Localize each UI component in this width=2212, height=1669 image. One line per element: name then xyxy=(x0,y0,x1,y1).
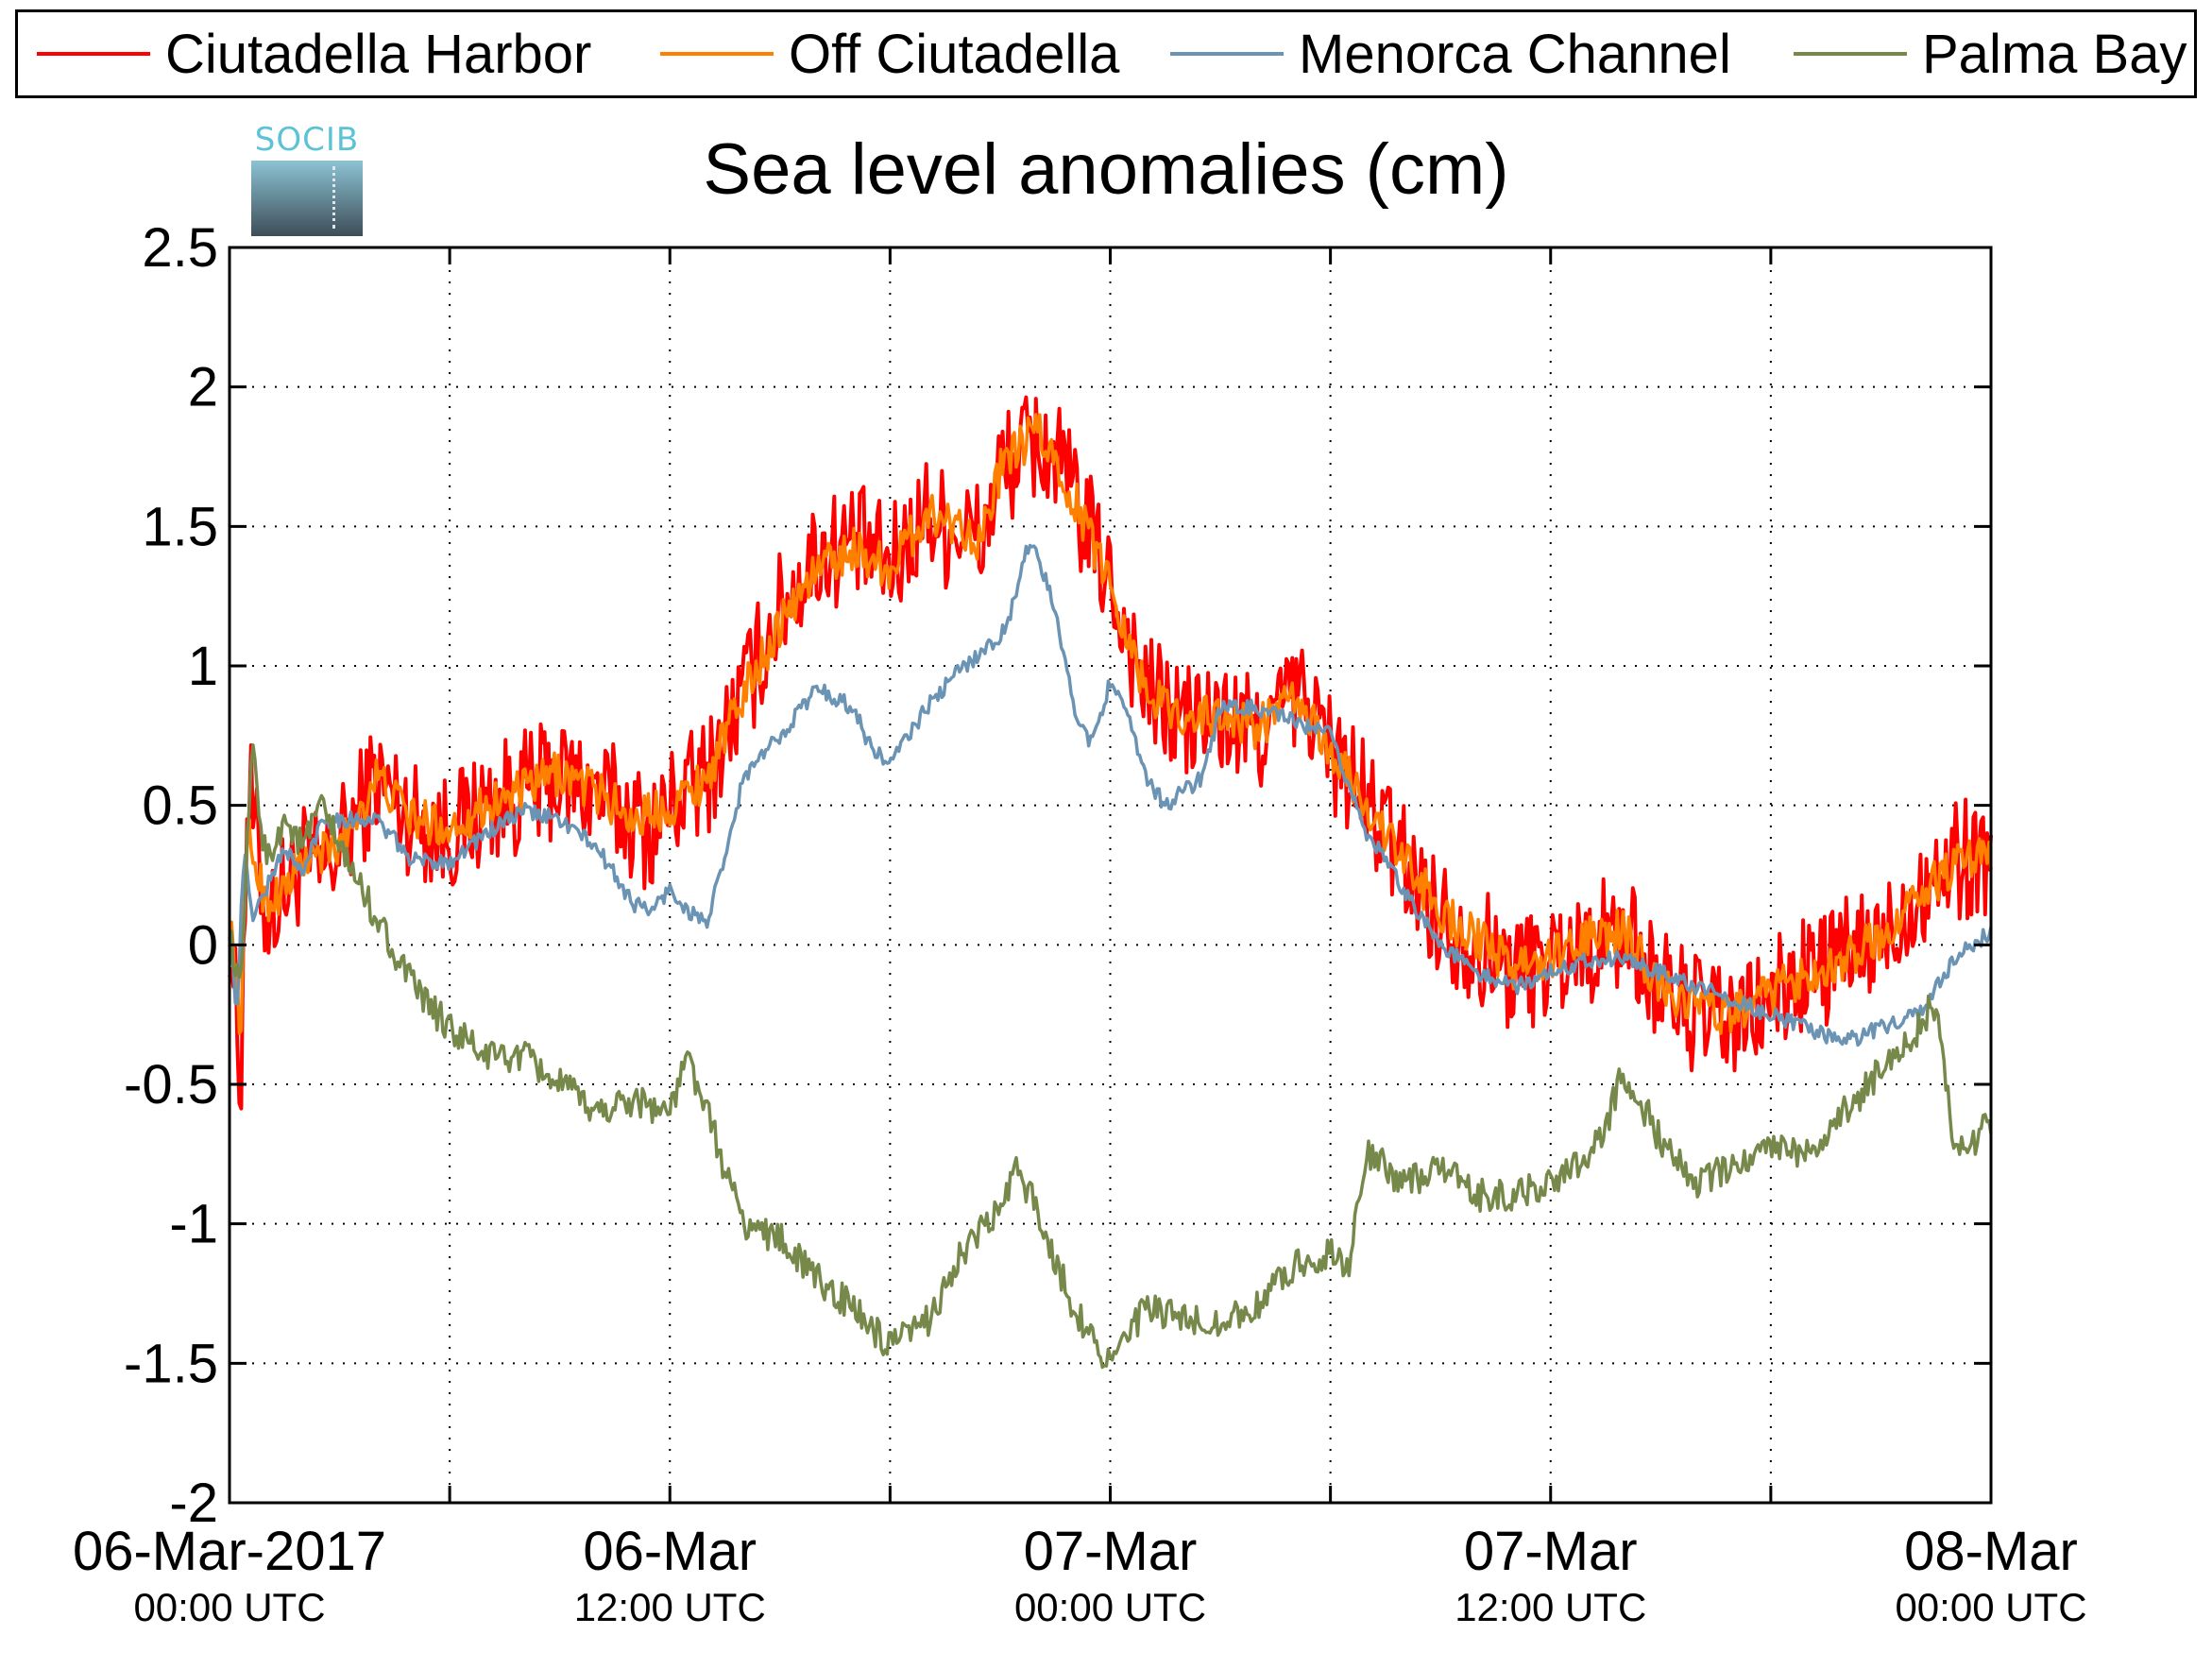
logo-text: SOCIB xyxy=(254,121,360,159)
y-tick-label: 2.5 xyxy=(142,217,218,279)
legend-label: Off Ciutadella xyxy=(789,23,1120,85)
x-tick-label-date: 06-Mar-2017 xyxy=(73,1521,386,1582)
x-tick-label-time: 12:00 UTC xyxy=(574,1585,766,1629)
series-line-menorca-channel xyxy=(228,543,1993,1047)
series-line-off-ciutadella xyxy=(228,413,1993,1035)
y-tick-label: 1 xyxy=(188,636,218,697)
legend-swatch xyxy=(1170,52,1284,56)
legend-item-palma-bay: Palma Bay xyxy=(1794,12,2186,95)
x-tick-label-date: 07-Mar xyxy=(1464,1521,1638,1582)
legend-item-off-ciutadella: Off Ciutadella xyxy=(660,12,1119,95)
y-tick-label: 0.5 xyxy=(142,775,218,837)
y-tick-label: 2 xyxy=(188,357,218,418)
y-tick-label: -0.5 xyxy=(124,1054,218,1116)
legend: Ciutadella Harbor Off Ciutadella Menorca… xyxy=(15,9,2197,98)
y-tick-label: 1.5 xyxy=(142,496,218,557)
legend-swatch xyxy=(37,52,150,56)
x-tick-label-time: 12:00 UTC xyxy=(1455,1585,1646,1629)
x-tick-label-date: 06-Mar xyxy=(583,1521,757,1582)
chart-title: Sea level anomalies (cm) xyxy=(703,129,1509,210)
socib-logo: SOCIB xyxy=(251,121,363,236)
x-tick-label-time: 00:00 UTC xyxy=(1895,1585,2086,1629)
y-tick-label: -2 xyxy=(169,1473,218,1534)
logo-graphic xyxy=(251,161,363,236)
y-tick-label: -1 xyxy=(169,1194,218,1255)
logo-dash xyxy=(332,166,335,229)
legend-label: Menorca Channel xyxy=(1299,23,1731,85)
legend-swatch xyxy=(660,52,774,56)
y-tick-label: 0 xyxy=(188,914,218,976)
x-tick-label-time: 00:00 UTC xyxy=(133,1585,325,1629)
x-tick-label-time: 00:00 UTC xyxy=(1014,1585,1206,1629)
chart-title-wrap: Sea level anomalies (cm) xyxy=(0,128,2212,211)
y-tick-label: -1.5 xyxy=(124,1333,218,1394)
legend-swatch xyxy=(1794,52,1907,56)
legend-label: Palma Bay xyxy=(1922,23,2187,85)
legend-item-menorca-channel: Menorca Channel xyxy=(1170,12,1731,95)
legend-item-ciutadella-harbor: Ciutadella Harbor xyxy=(37,12,591,95)
x-tick-label-date: 08-Mar xyxy=(1904,1521,2078,1582)
series-line-palma-bay xyxy=(228,742,1993,1370)
x-tick-label-date: 07-Mar xyxy=(1024,1521,1198,1582)
legend-label: Ciutadella Harbor xyxy=(165,23,592,85)
